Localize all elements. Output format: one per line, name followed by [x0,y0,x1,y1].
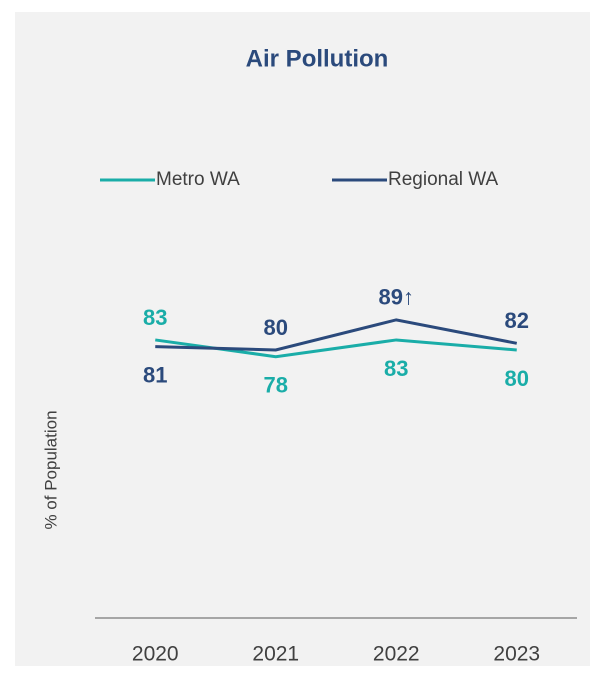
series-line [155,318,518,352]
chart-title: Air Pollution [246,45,389,72]
x-tick-label: 2023 [493,643,540,666]
x-tick-label: 2022 [373,643,420,666]
data-label: 78 [264,373,288,398]
data-label: 83 [143,305,167,330]
x-tick-label: 2021 [252,643,299,666]
x-tick-label: 2020 [132,643,179,666]
panel [15,12,590,666]
legend-label: Metro WA [156,169,240,190]
data-label: 81 [143,362,167,387]
legend-label: Regional WA [388,169,499,190]
data-label: 80 [505,366,529,391]
data-label: 83 [384,356,408,381]
data-label: 89↑ [379,285,414,310]
data-label: 82 [505,308,529,333]
y-axis-label: % of Population [41,410,60,529]
data-label: 80 [264,315,288,340]
